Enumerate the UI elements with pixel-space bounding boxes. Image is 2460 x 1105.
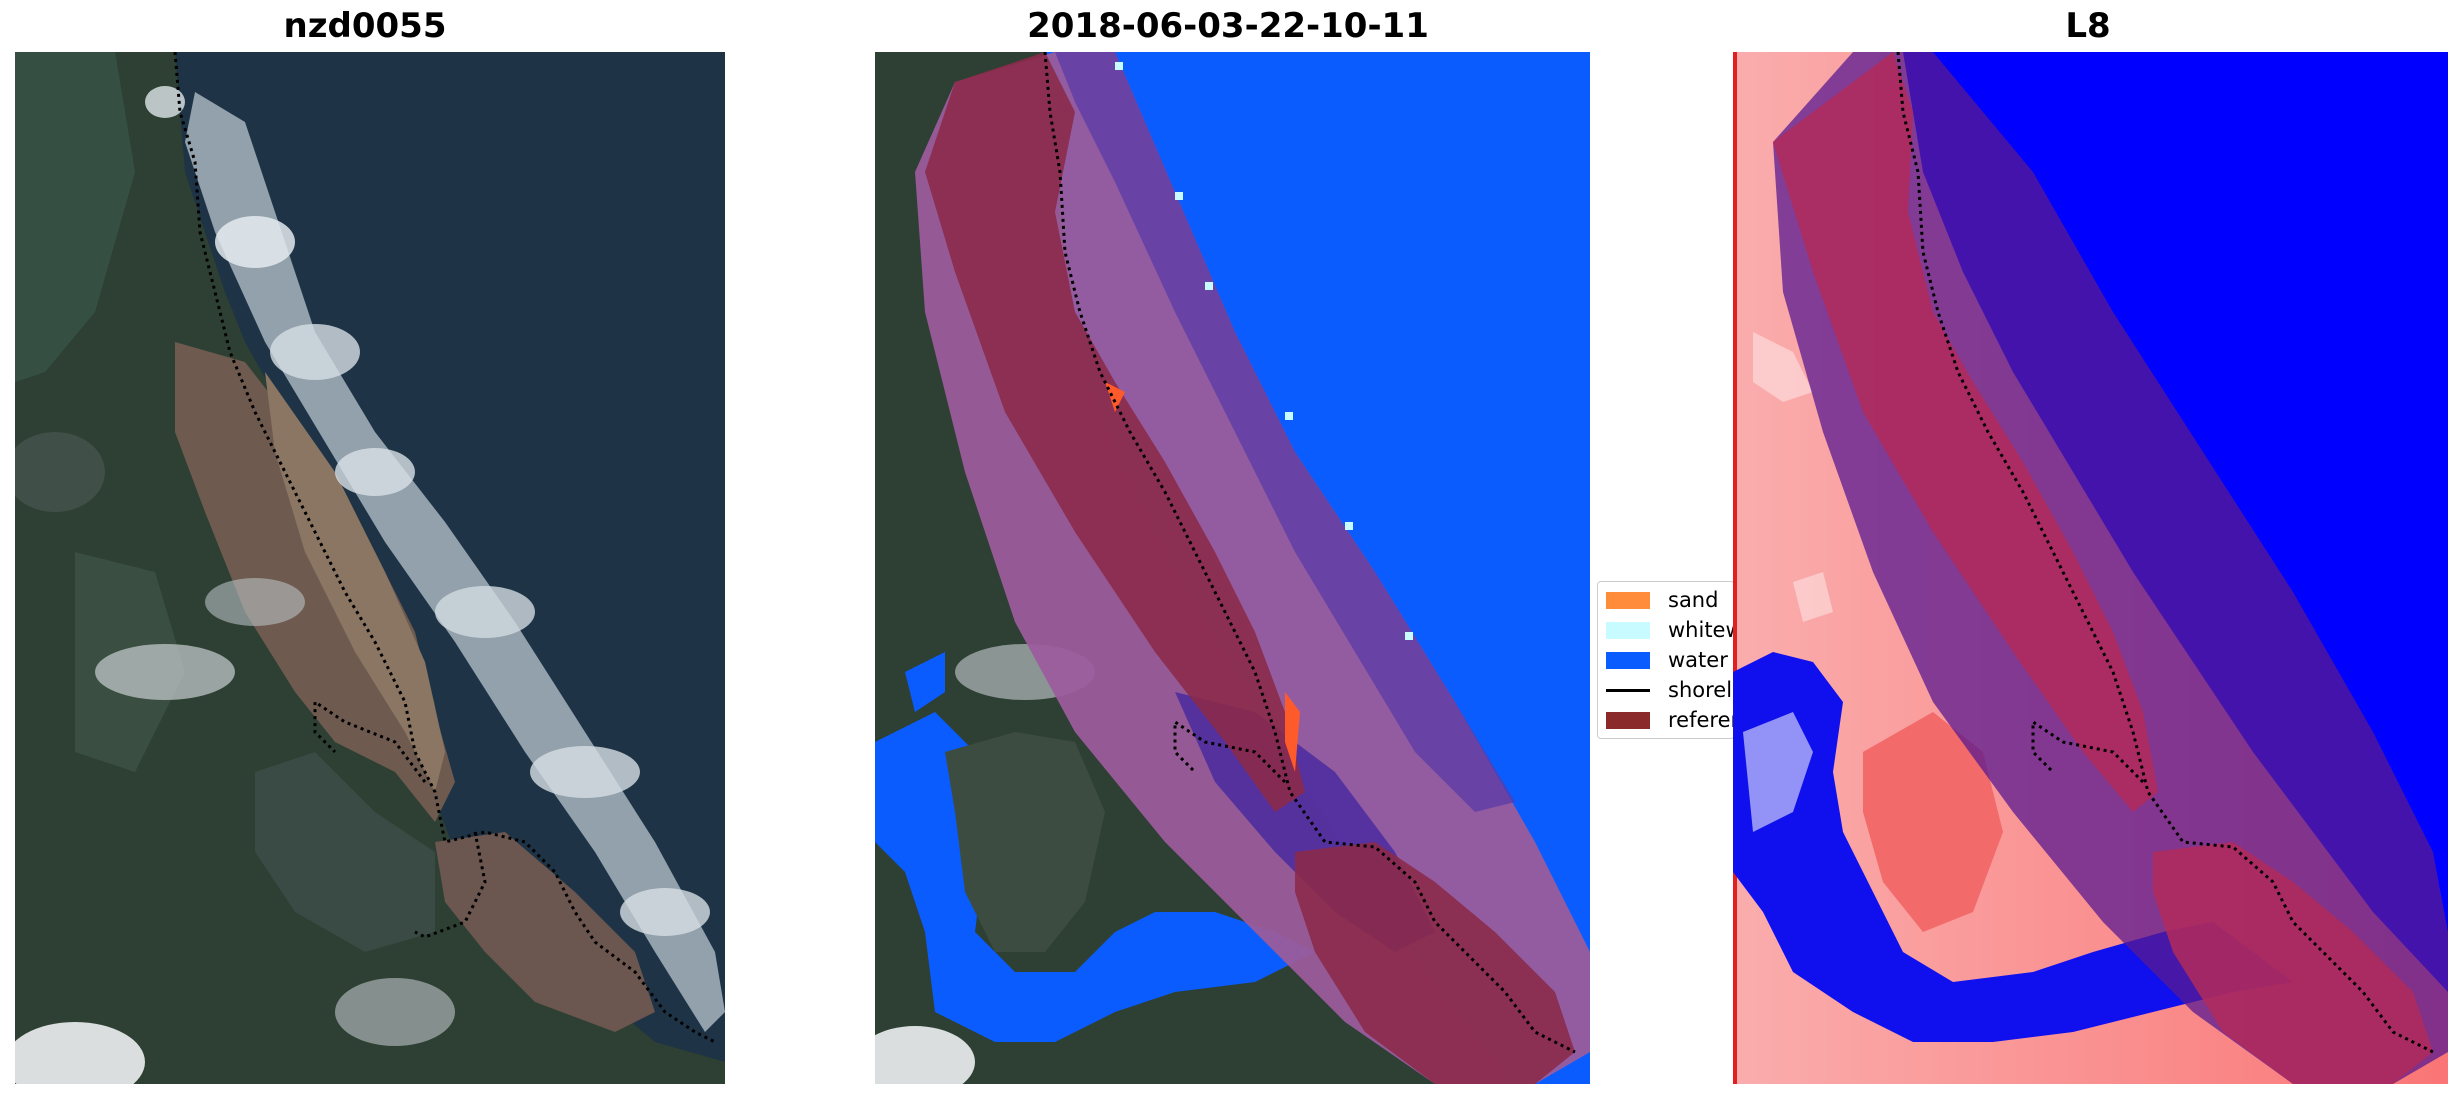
whitewater-swatch bbox=[1606, 621, 1650, 639]
legend-item-water: water bbox=[1606, 646, 1728, 674]
legend-item-shoreline: shoreline bbox=[1606, 676, 1734, 704]
panel-title-classified: 2018-06-03-22-10-11 bbox=[1027, 6, 1429, 46]
rgb-satellite-image bbox=[15, 52, 725, 1084]
legend-label-sand: sand bbox=[1668, 588, 1719, 612]
panel-title-rgb: nzd0055 bbox=[283, 6, 447, 46]
legend-item-reference: reference bbox=[1606, 706, 1734, 734]
legend-item-sand: sand bbox=[1606, 586, 1718, 614]
classified-image bbox=[875, 52, 1590, 1084]
reference-swatch bbox=[1606, 711, 1650, 729]
classified-image-panel bbox=[875, 52, 1590, 1084]
shoreline-path bbox=[173, 52, 716, 1044]
sand-swatch bbox=[1606, 591, 1650, 609]
index-image-panel bbox=[1733, 52, 2448, 1084]
panel-title-index: L8 bbox=[2065, 6, 2111, 46]
rgb-image-panel bbox=[15, 52, 725, 1084]
shoreline-swatch bbox=[1606, 688, 1650, 692]
index-image bbox=[1733, 52, 2448, 1084]
legend-label-shoreline: shoreline bbox=[1668, 678, 1734, 702]
legend-label-water: water bbox=[1668, 648, 1728, 672]
water-swatch bbox=[1606, 651, 1650, 669]
legend-label-reference: reference bbox=[1668, 708, 1734, 732]
